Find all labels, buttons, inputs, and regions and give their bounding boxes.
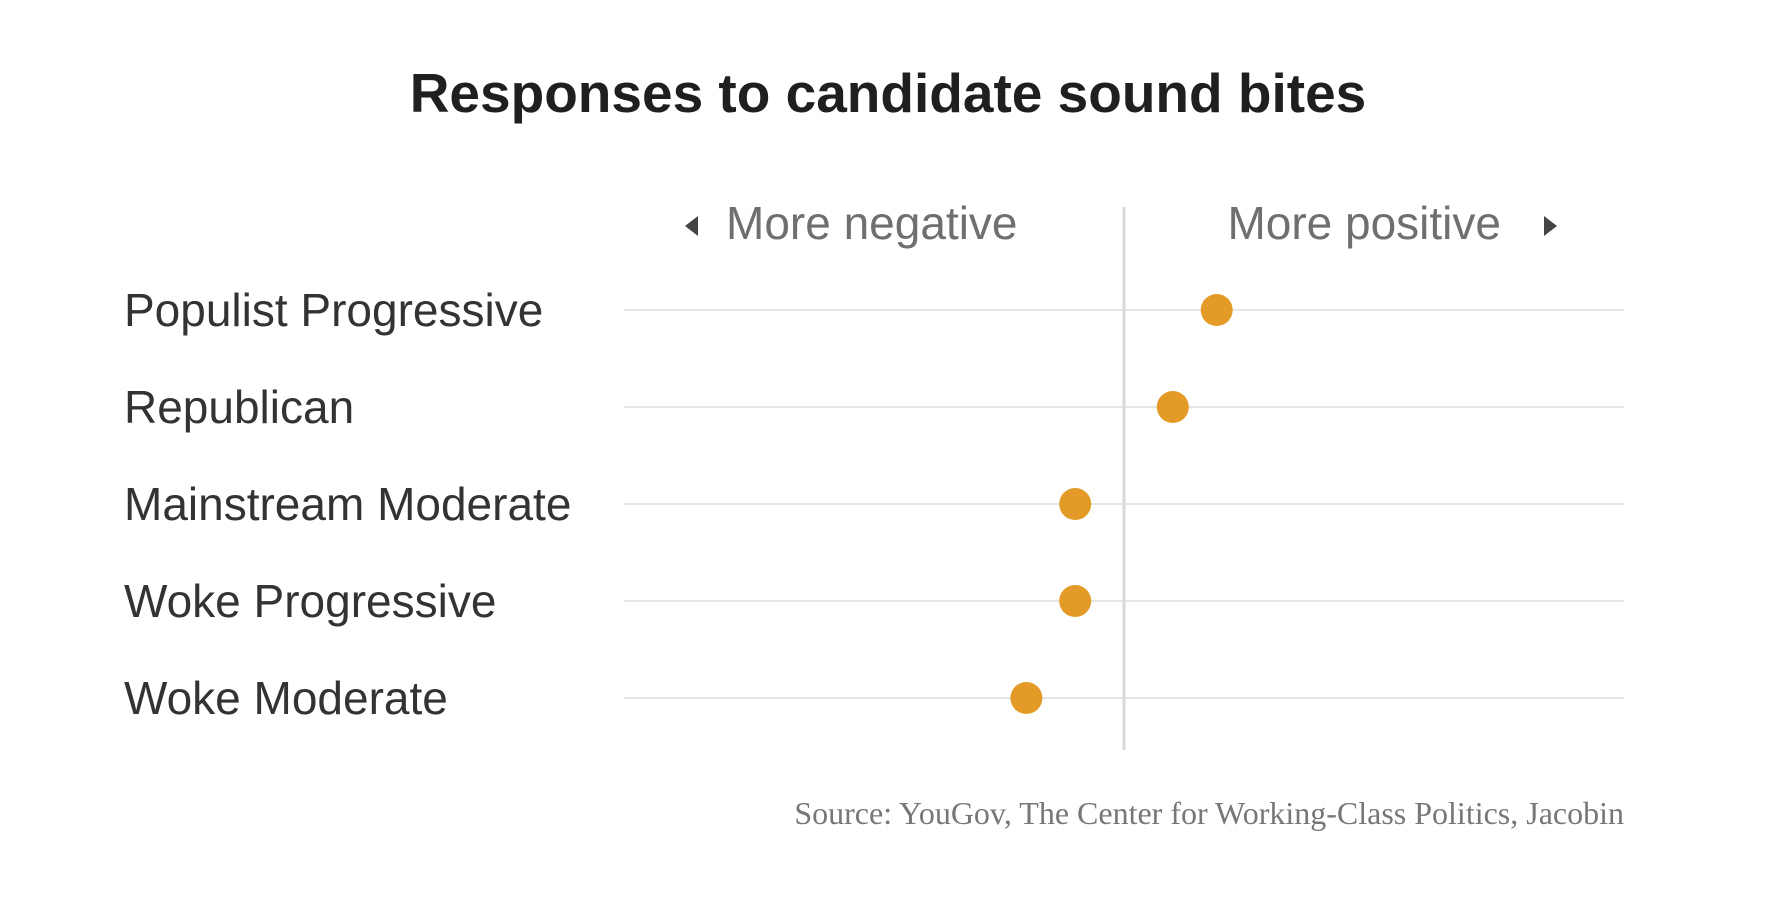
points-layer bbox=[1010, 294, 1233, 714]
chart-title: Responses to candidate sound bites bbox=[410, 62, 1367, 124]
data-point bbox=[1010, 682, 1043, 714]
category-label: Populist Progressive bbox=[124, 284, 543, 336]
rows-layer: Populist Progressive Republican Mainstream… bbox=[124, 284, 1624, 724]
data-point bbox=[1059, 488, 1092, 520]
data-point bbox=[1156, 391, 1189, 423]
left-triangle-icon bbox=[685, 216, 698, 236]
axis-hint-positive: More positive bbox=[1227, 197, 1501, 249]
category-label: Woke Progressive bbox=[124, 575, 496, 627]
category-label: Republican bbox=[124, 381, 354, 433]
axis-hints: More negative More positive bbox=[685, 197, 1557, 249]
axis-hint-negative: More negative bbox=[726, 197, 1018, 249]
source-note: Source: YouGov, The Center for Working-C… bbox=[794, 795, 1624, 831]
data-point bbox=[1059, 585, 1092, 617]
category-label: Mainstream Moderate bbox=[124, 478, 571, 530]
right-triangle-icon bbox=[1544, 216, 1557, 236]
category-label: Woke Moderate bbox=[124, 672, 448, 724]
data-point bbox=[1200, 294, 1233, 326]
